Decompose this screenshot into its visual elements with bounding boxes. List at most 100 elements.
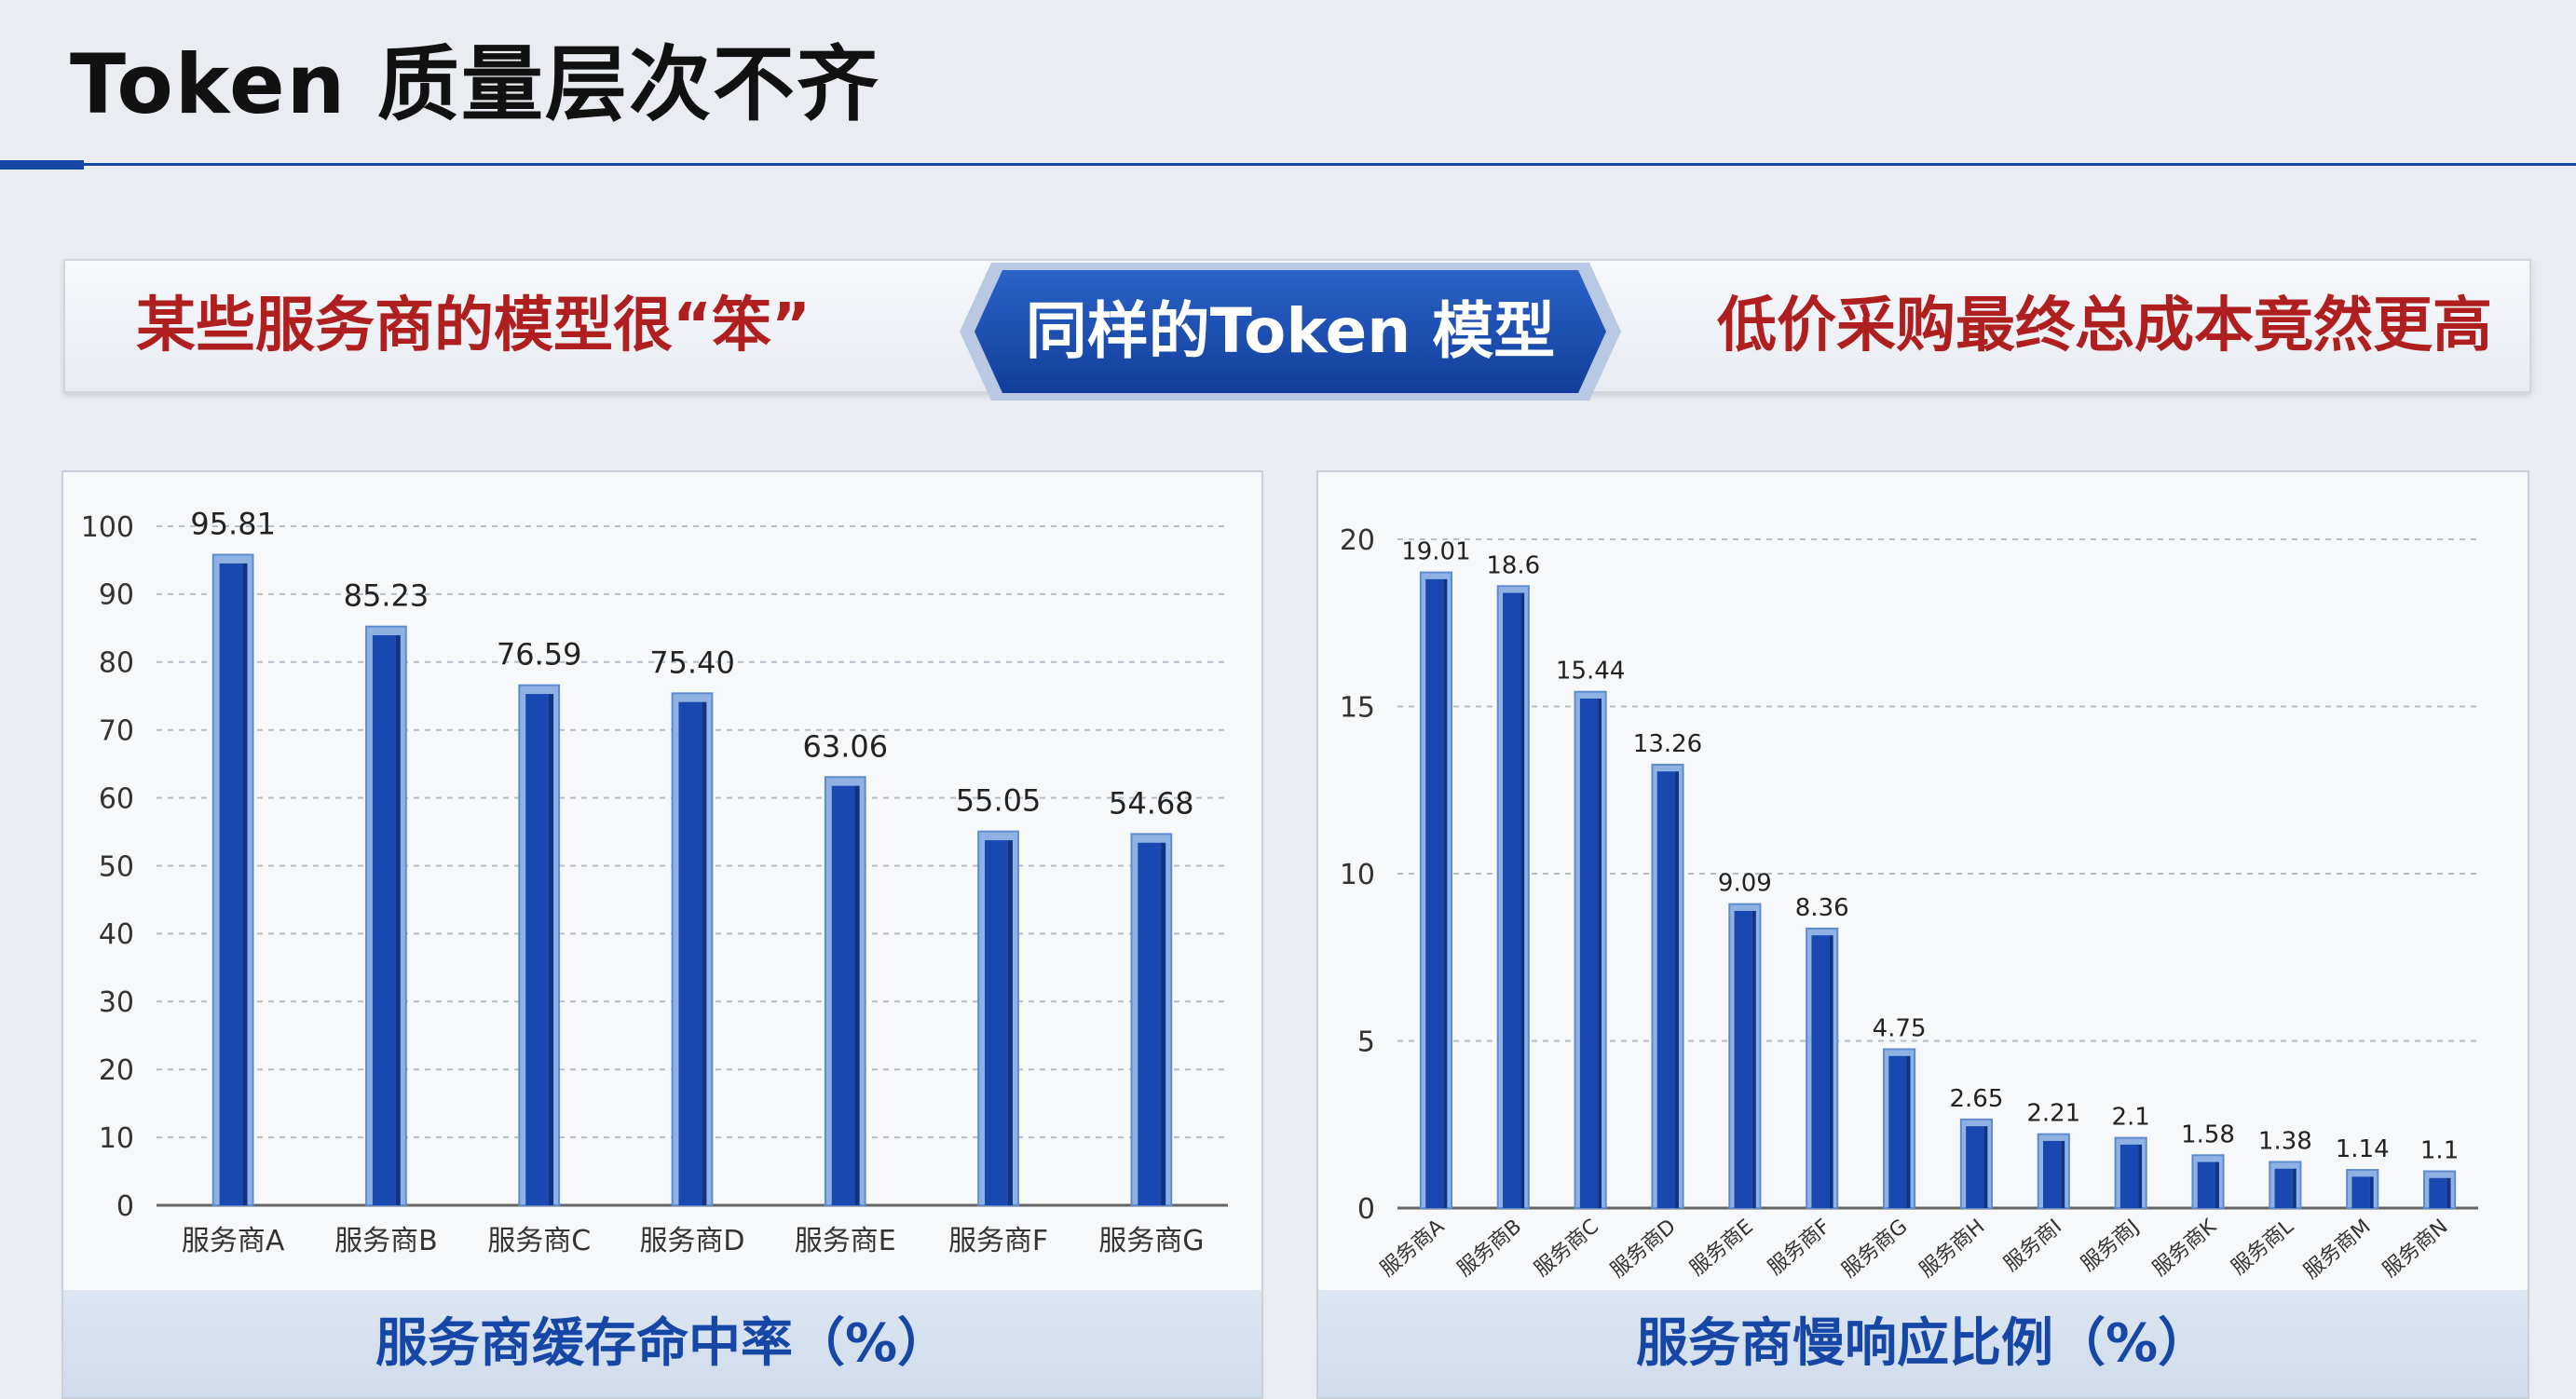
slow-response-bar [1734,910,1752,1208]
slow-response-panel: 0 5 10 15 20 19.01 服务商A 18.6 服务商B 15.44 服务商C 13.26 服… [1316,470,2529,1399]
cache-hit-bar [985,840,1008,1205]
slow-response-category-label: 服务商K [2148,1215,2221,1281]
slow-response-category-label: 服务商E [1685,1215,1757,1281]
slow-response-bar-shade [1443,578,1448,1208]
slow-response-ytick-label: 0 [1357,1193,1375,1226]
slow-response-data-label: 1.1 [2420,1137,2459,1165]
slide-title: Token 质量层次不齐 [70,36,880,132]
slow-response-bar [1656,771,1675,1208]
cache-hit-bar [831,785,855,1205]
slow-response-bar-shade [2061,1140,2065,1208]
slow-response-category-label: 服务商L [2228,1215,2299,1280]
slow-response-data-label: 15.44 [1556,658,1625,686]
cache-hit-ytick-label: 20 [99,1054,134,1087]
cache-hit-ytick-label: 0 [116,1190,134,1223]
slow-response-chart-title: 服务商慢响应比例（%） [1318,1290,2528,1397]
cache-hit-data-label: 63.06 [802,728,888,764]
cache-hit-bar-shade [1007,840,1013,1205]
cache-hit-category-label: 服务商G [1098,1225,1204,1257]
cache-hit-category-label: 服务商C [487,1225,591,1257]
slow-response-bar-shade [1520,592,1525,1208]
slow-response-bar-shade [1983,1126,1988,1208]
cache-hit-bar [1138,842,1162,1205]
cache-hit-bar-shade [242,563,248,1205]
cache-hit-chart-title: 服务商缓存命中率（%） [63,1290,1261,1397]
cache-hit-data-label: 75.40 [649,645,735,680]
slow-response-category-label: 服务商M [2299,1215,2375,1284]
cache-hit-bar [372,635,396,1205]
cache-hit-chart: 0 10 20 30 40 50 60 70 80 90 100 95.81 服务商A 85.23 服务商B… [81,507,1228,1257]
slow-response-data-label: 18.6 [1486,551,1540,579]
slow-response-bar-shade [1674,771,1679,1208]
banner-center-badge [960,263,1621,401]
slow-response-data-label: 2.65 [1949,1085,2003,1113]
slow-response-bar-shade [2292,1168,2297,1208]
cache-hit-category-label: 服务商D [639,1225,744,1257]
cache-hit-bar-shade [1161,842,1166,1205]
slow-response-data-label: 2.1 [2111,1104,2149,1132]
slow-response-bar-shade [2447,1177,2451,1208]
cache-hit-bar-shade [854,785,860,1205]
cache-hit-category-label: 服务商B [334,1225,438,1257]
slow-response-bar [2197,1161,2215,1208]
slow-response-data-label: 9.09 [1718,870,1772,898]
slow-response-bar [1503,592,1521,1208]
slow-response-ytick-label: 20 [1340,524,1375,557]
slow-response-data-label: 1.14 [2336,1135,2390,1163]
slow-response-data-label: 1.58 [2181,1121,2235,1148]
cache-hit-ytick-label: 80 [99,647,134,680]
cache-hit-ytick-label: 40 [99,918,134,951]
cache-hit-bar-shade [702,701,707,1205]
cache-hit-ytick-label: 100 [81,511,134,544]
slow-response-bar [2351,1176,2370,1208]
slow-response-bar [1811,935,1830,1208]
slow-response-data-label: 13.26 [1633,730,1702,758]
cache-hit-ytick-label: 10 [99,1122,134,1155]
slow-response-category-label: 服务商I [2000,1215,2067,1276]
banner-center-text: 同样的Token 模型 [1025,295,1556,367]
slow-response-category-label: 服务商B [1453,1215,1526,1281]
cache-hit-data-label: 76.59 [497,637,582,672]
title-rule [0,160,2576,170]
slow-response-category-label: 服务商D [1606,1215,1681,1282]
slow-response-category-label: 服务商N [2378,1215,2452,1282]
slow-response-chart: 0 5 10 15 20 19.01 服务商A 18.6 服务商B 15.44 服务商C 13.26 服… [1340,524,2478,1284]
cache-hit-category-label: 服务商E [795,1225,896,1257]
slow-response-bar [1579,698,1599,1208]
cache-hit-ytick-label: 90 [99,579,134,612]
banner-left-text: 某些服务商的模型很“笨” [136,292,811,360]
slow-response-bar [1888,1055,1907,1208]
slow-response-data-label: 19.01 [1401,538,1470,566]
slow-response-bar [2429,1177,2447,1208]
slow-response-category-label: 服务商H [1915,1215,1989,1282]
cache-hit-bar-shade [548,694,554,1205]
slow-response-bar [1966,1126,1984,1208]
cache-hit-category-label: 服务商A [182,1225,285,1257]
slow-response-data-label: 1.38 [2258,1127,2312,1155]
banner-right-text: 低价采购最终总成本竟然更高 [1717,292,2492,360]
cache-hit-ytick-label: 70 [99,715,134,748]
slow-response-bar-shade [1598,698,1602,1208]
slow-response-bar-shade [1906,1055,1911,1208]
slow-response-category-label: 服务商G [1838,1215,1913,1283]
slow-response-category-label: 服务商F [1764,1215,1834,1280]
slow-response-bar [2274,1168,2293,1208]
cache-hit-category-label: 服务商F [948,1225,1048,1257]
cache-hit-bar [219,563,243,1205]
slow-response-category-label: 服务商J [2077,1215,2144,1276]
cache-hit-data-label: 95.81 [190,507,276,542]
slow-response-data-label: 4.75 [1873,1014,1927,1042]
slow-response-bar [2043,1140,2062,1208]
cache-hit-data-label: 54.68 [1109,785,1194,821]
cache-hit-bar [525,694,549,1205]
slow-response-bar-shade [2369,1176,2374,1208]
slow-response-bar [1425,578,1444,1208]
slow-response-bar-shade [1751,910,1756,1208]
slow-response-category-label: 服务商A [1376,1215,1449,1281]
cache-hit-ytick-label: 60 [99,782,134,815]
cache-hit-bar-shade [395,635,401,1205]
slow-response-data-label: 8.36 [1795,894,1849,922]
slow-response-bar-shade [2215,1161,2219,1208]
slow-response-category-label: 服务商C [1531,1215,1603,1281]
slow-response-bar [2119,1144,2139,1208]
